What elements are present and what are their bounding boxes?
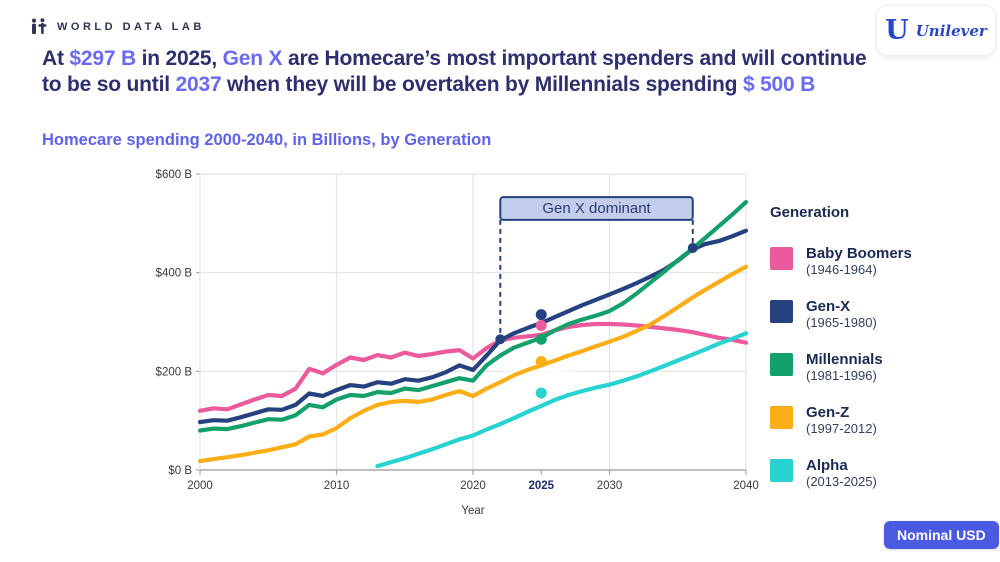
- y-tick-label: $600 B: [156, 169, 193, 181]
- headline-segment: in 2025,: [135, 47, 223, 70]
- x-tick-label-2010: 2010: [324, 480, 350, 492]
- legend-label: Alpha: [806, 457, 848, 474]
- legend-item-baby-boomers: Baby Boomers (1946-1964): [770, 245, 985, 278]
- y-tick-label: $0 B: [168, 465, 192, 477]
- legend-swatch: [770, 353, 793, 376]
- legend-years: (1997-2012): [806, 421, 877, 436]
- x-tick-label-2040: 2040: [733, 480, 759, 492]
- brand: WORLD DATA LAB: [30, 18, 205, 35]
- world-data-lab-icon: [31, 18, 47, 35]
- brand-name: WORLD DATA LAB: [57, 20, 205, 33]
- x-axis-title: Year: [461, 505, 484, 517]
- headline-segment: $ 500 B: [742, 73, 816, 96]
- legend-label: Gen-X: [806, 298, 851, 315]
- series-line-alpha: [375, 331, 749, 469]
- legend-years: (1965-1980): [806, 315, 877, 330]
- series-line-millennials: [197, 199, 749, 433]
- chart-canvas: $0 B $200 B $400 B $600 B 2000 2010 2020 2025 20…: [156, 169, 759, 517]
- annotation-label: Gen X dominant: [542, 200, 651, 217]
- legend-swatch: [770, 300, 793, 323]
- legend-label: Gen-Z: [806, 404, 850, 421]
- chart-subtitle: Homecare spending 2000-2040, in Billions…: [42, 131, 492, 149]
- y-tick-label: $200 B: [156, 366, 193, 378]
- headline-segment: $297 B: [69, 47, 136, 70]
- legend-title: Generation: [770, 204, 850, 221]
- series-line-gen-x: [197, 228, 749, 425]
- legend-years: (2013-2025): [806, 474, 877, 489]
- annotation-point: [495, 334, 506, 345]
- x-tick-label-2030: 2030: [597, 480, 623, 492]
- headline-segment: 2037: [175, 73, 222, 96]
- legend-label: Baby Boomers: [806, 245, 912, 262]
- annotation-box: [499, 196, 694, 221]
- legend-item-alpha: Alpha (2013-2025): [770, 457, 985, 490]
- headline-segment: when they will be overtaken by Millennia…: [221, 73, 743, 96]
- legend-item-gen-x: Gen-X (1965-1980): [770, 298, 985, 331]
- headline-segment: Gen X: [222, 47, 283, 70]
- legend-label: Millennials: [806, 351, 883, 368]
- unilever-u-icon: U: [885, 15, 909, 46]
- marker-2025-gen-z: [535, 355, 547, 367]
- legend-item-gen-z: Gen-Z (1997-2012): [770, 404, 985, 437]
- unilever-logo-card: U Unilever: [877, 6, 995, 55]
- x-tick-label-2025: 2025: [528, 480, 554, 492]
- headline-segment: are Homecare’s most important spenders a…: [42, 47, 867, 96]
- legend-years: (1946-1964): [806, 262, 877, 277]
- headline-segment: At: [42, 47, 70, 70]
- marker-2025-alpha: [535, 387, 547, 399]
- x-tick-label-2020: 2020: [460, 480, 486, 492]
- marker-2025-gen-x: [535, 309, 547, 321]
- x-tick-label-2000: 2000: [187, 480, 213, 492]
- legend-swatch: [770, 459, 793, 482]
- series-line-baby-boomers: [197, 321, 749, 413]
- headline: At $297 B in 2025, Gen X are Homecare’s …: [42, 46, 890, 98]
- legend-years: (1981-1996): [806, 368, 877, 383]
- marker-2025-baby-boomers: [535, 319, 547, 331]
- y-tick-label: $400 B: [156, 268, 193, 280]
- series-line-gen-z: [197, 264, 749, 464]
- legend-swatch: [770, 247, 793, 270]
- legend-item-millennials: Millennials (1981-1996): [770, 351, 985, 384]
- chart-legend: Generation Baby Boomers (1946-1964) Gen-X (1…: [770, 204, 985, 510]
- legend-swatch: [770, 406, 793, 429]
- marker-2025-millennials: [535, 333, 547, 345]
- unilever-wordmark: Unilever: [915, 21, 987, 40]
- units-toggle-button[interactable]: Nominal USD: [884, 521, 999, 549]
- annotation-point: [687, 243, 698, 253]
- spending-line-chart: $0 B $200 B $400 B $600 B 2000 2010 2020 2025 20…: [140, 166, 788, 518]
